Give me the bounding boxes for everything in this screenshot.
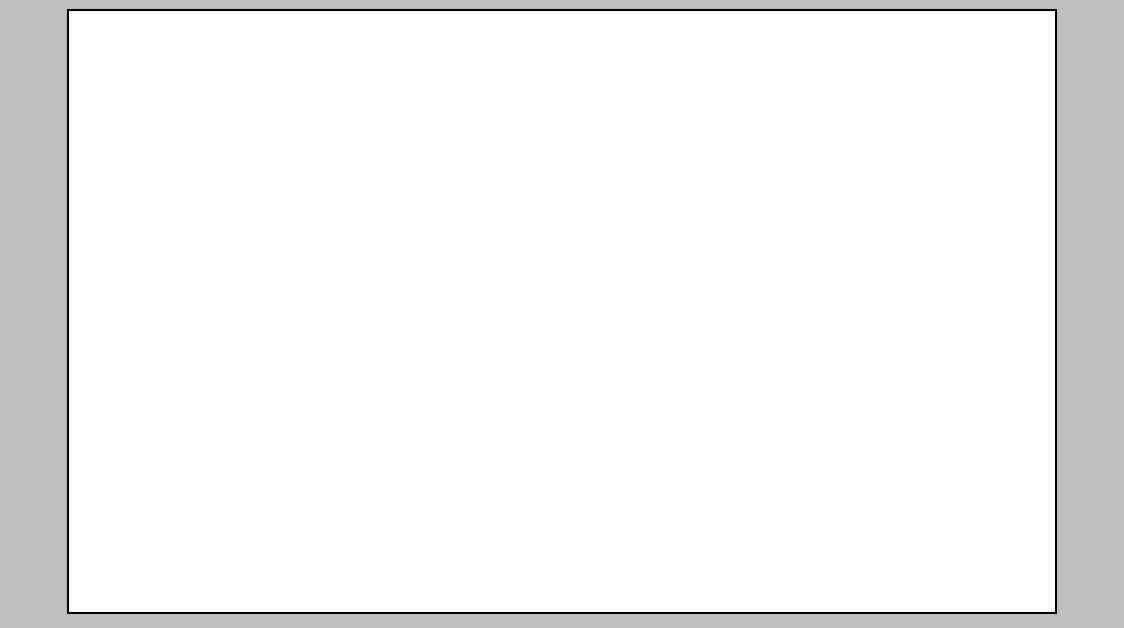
Text: 1ft: 1ft (584, 311, 609, 329)
Text: 45: 45 (402, 426, 425, 444)
Text: For the figure shown.: For the figure shown. (96, 42, 285, 60)
Text: A: A (206, 111, 219, 130)
Polygon shape (215, 430, 245, 450)
Text: A: A (637, 281, 654, 301)
Circle shape (475, 416, 504, 444)
Text: 2ft: 2ft (163, 281, 188, 299)
Circle shape (216, 416, 244, 444)
Text: Determine the accelerations of point A at the instant shown: Determine the accelerations of point A a… (96, 560, 680, 579)
Circle shape (480, 420, 500, 440)
Text: B: B (472, 482, 484, 500)
Polygon shape (475, 430, 505, 450)
Text: ω=3rad/s: ω=3rad/s (600, 226, 687, 244)
Circle shape (216, 136, 244, 164)
